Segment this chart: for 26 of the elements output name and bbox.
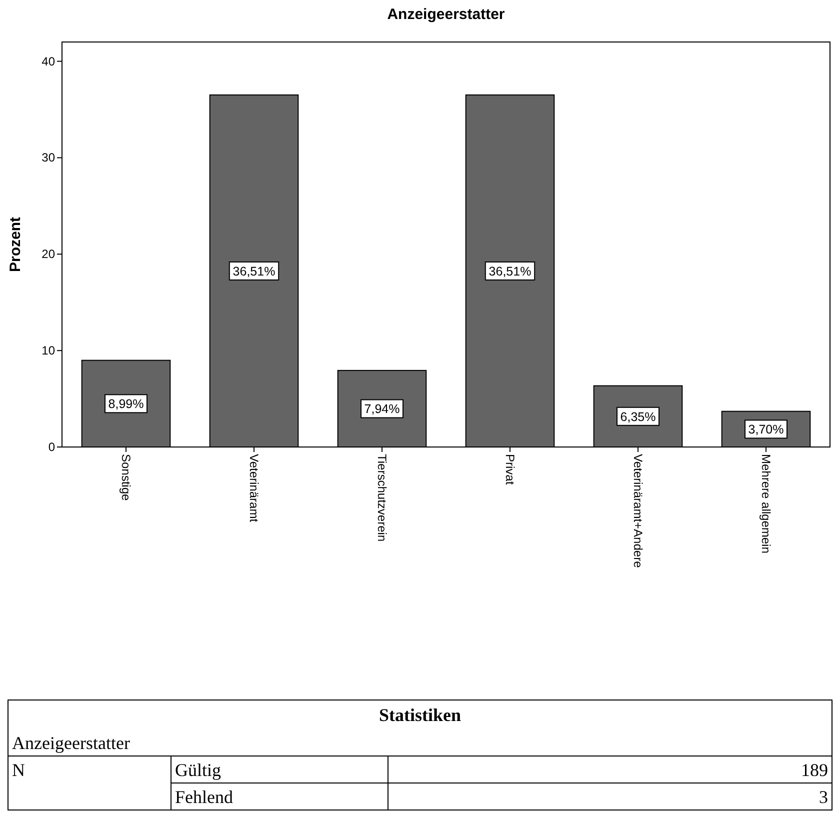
text: 189 bbox=[801, 760, 828, 780]
y-tick-label: 0 bbox=[48, 440, 56, 454]
x-tick-label: Privat bbox=[503, 454, 517, 486]
data-label: 36,51% bbox=[232, 264, 276, 278]
data-label: 7,94% bbox=[364, 402, 400, 416]
text: Anzeigeerstatter bbox=[12, 733, 130, 753]
text: 3 bbox=[819, 787, 828, 807]
y-tick-label: 20 bbox=[42, 247, 56, 262]
text: Fehlend bbox=[175, 787, 233, 807]
text: Gültig bbox=[175, 760, 222, 780]
y-tick-label: 10 bbox=[42, 344, 56, 358]
x-tick-label: Veterinäramt bbox=[247, 454, 261, 523]
x-tick-label: Veterinäramt+Andere bbox=[631, 454, 645, 568]
y-tick-label: 40 bbox=[42, 54, 56, 68]
text: Statistiken bbox=[378, 705, 462, 725]
y-tick-label: 30 bbox=[42, 150, 56, 165]
x-tick-label: Sonstige bbox=[119, 454, 133, 502]
text: N bbox=[12, 760, 25, 780]
data-label: 36,51% bbox=[488, 264, 532, 278]
data-label: 3,70% bbox=[748, 422, 784, 437]
data-label: 6,35% bbox=[620, 410, 656, 424]
x-tick-label: Mehrere allgemein bbox=[759, 454, 773, 554]
data-label: 8,99% bbox=[108, 397, 144, 412]
x-tick-label: Tierschutzverein bbox=[375, 454, 389, 542]
chart-title: Anzeigeerstatter bbox=[387, 6, 505, 23]
y-axis-title: Prozent bbox=[7, 216, 24, 272]
